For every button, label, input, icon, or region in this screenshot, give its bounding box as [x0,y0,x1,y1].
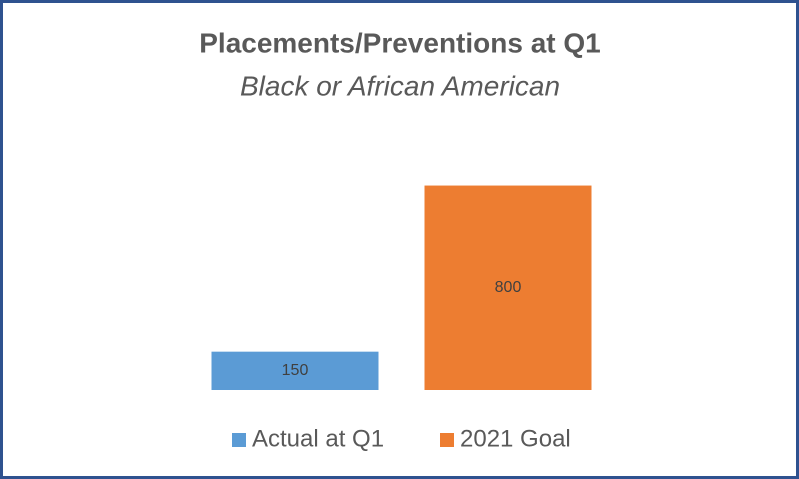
legend-swatch [232,433,246,447]
chart-subtitle: Black or African American [240,70,560,101]
legend-label: Actual at Q1 [252,425,384,452]
legend-label: 2021 Goal [460,425,571,452]
bar [424,185,592,390]
chart-title: Placements/Preventions at Q1 [199,27,601,58]
legend-swatch [440,433,454,447]
data-label: 800 [495,279,522,296]
bar [211,351,379,390]
data-label: 150 [282,362,309,379]
